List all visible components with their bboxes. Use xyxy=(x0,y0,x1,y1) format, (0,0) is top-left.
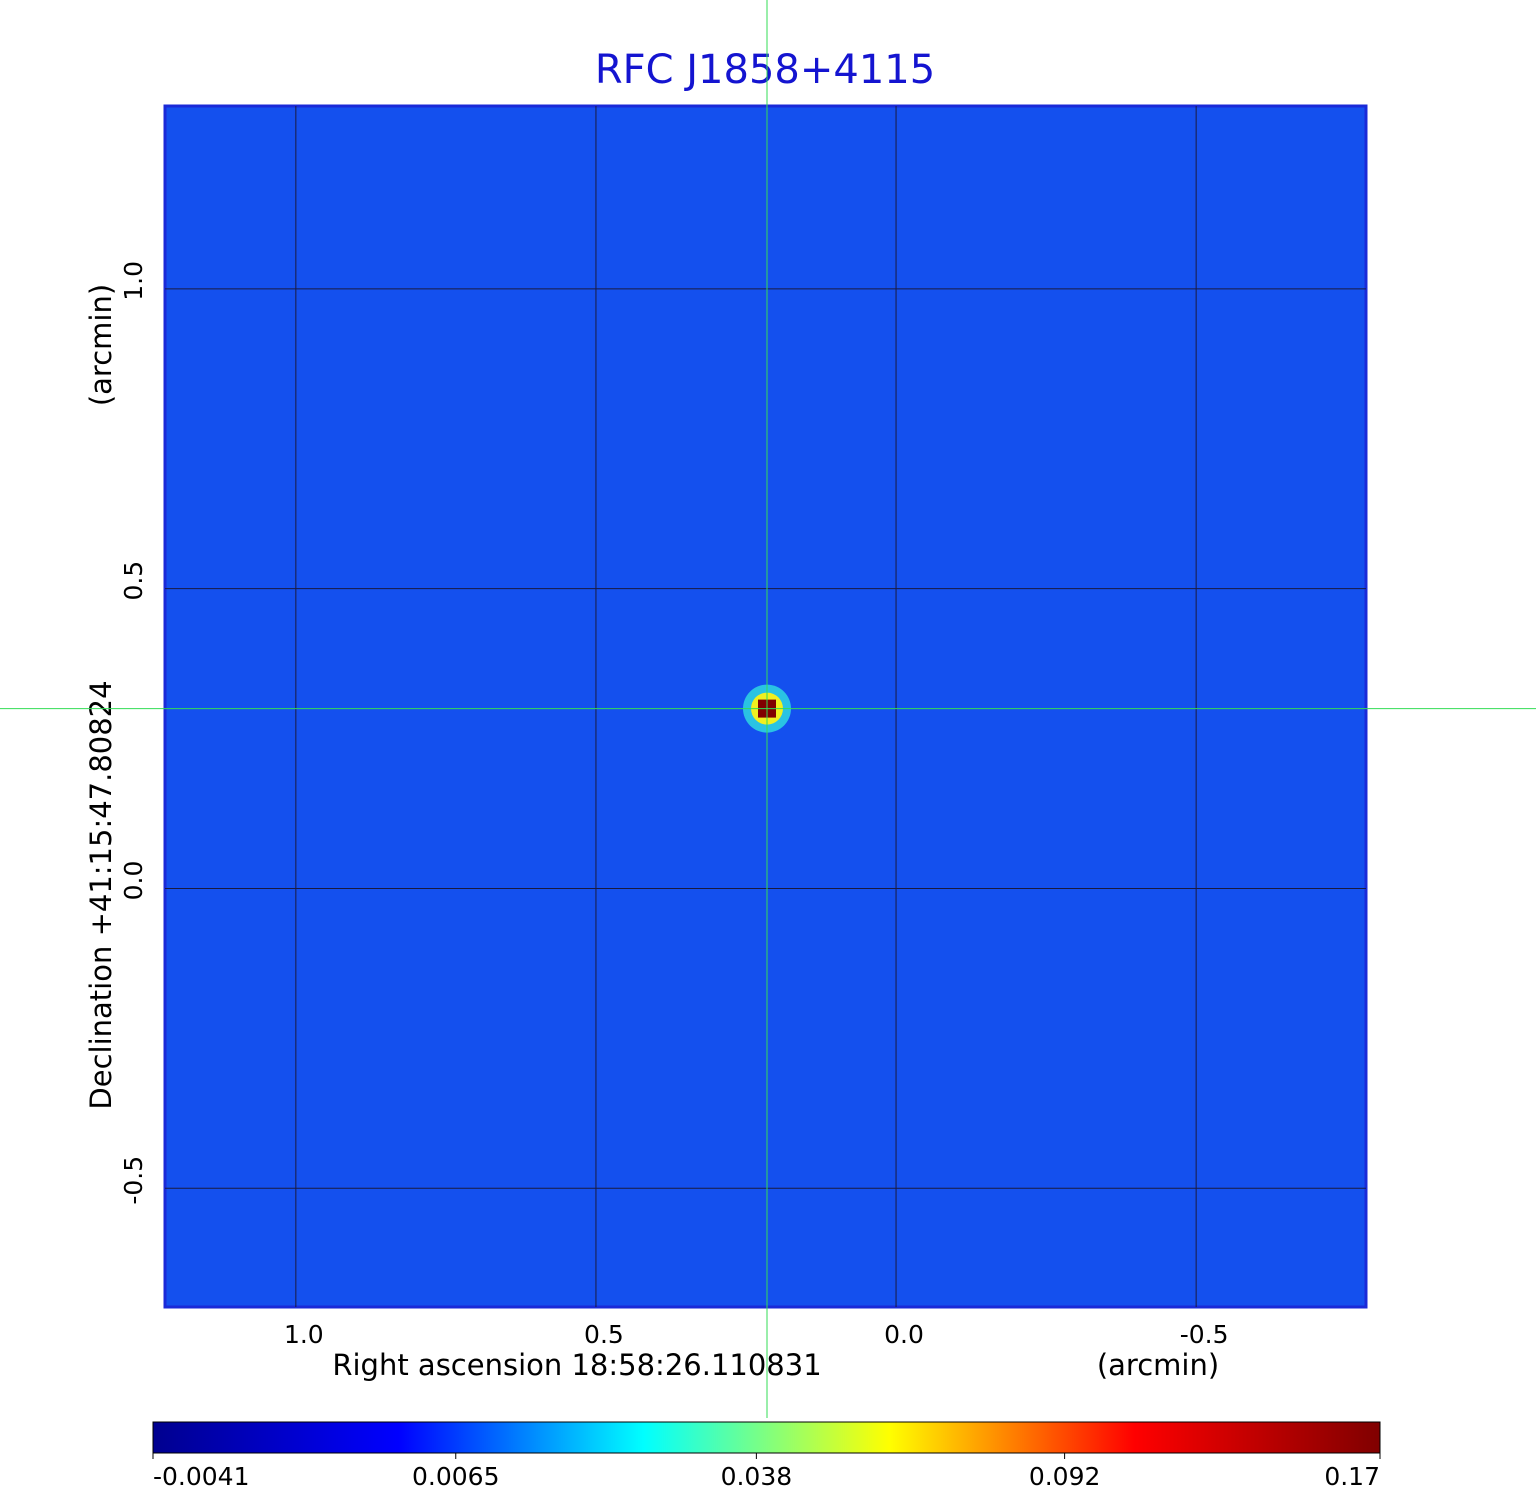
x-tick-label: 0.5 xyxy=(584,1320,624,1349)
x-tick-label: -0.5 xyxy=(1180,1320,1229,1349)
y-axis-label: Declination +41:15:47.80824 xyxy=(84,680,118,1109)
x-tick-label: 1.0 xyxy=(284,1320,324,1349)
x-tick-label: 0.0 xyxy=(884,1320,924,1349)
colorbar-tick-label: 0.038 xyxy=(721,1462,793,1491)
chart-title: RFC J1858+4115 xyxy=(595,47,935,93)
colorbar-tick-label: 0.17 xyxy=(1324,1462,1380,1491)
y-axis-unit: (arcmin) xyxy=(84,284,118,406)
y-tick-label: 1.0 xyxy=(119,261,148,301)
y-tick-label: -0.5 xyxy=(119,1156,148,1205)
y-tick-label: 0.5 xyxy=(119,561,148,601)
colorbar-tick-label: -0.0041 xyxy=(153,1462,250,1491)
x-axis-unit: (arcmin) xyxy=(1097,1348,1219,1382)
colorbar xyxy=(152,1421,1381,1454)
y-tick-label: 0.0 xyxy=(119,861,148,901)
x-axis-label: Right ascension 18:58:26.110831 xyxy=(332,1348,821,1382)
colorbar-tick-label: 0.0065 xyxy=(412,1462,499,1491)
colorbar-tick-label: 0.092 xyxy=(1029,1462,1101,1491)
